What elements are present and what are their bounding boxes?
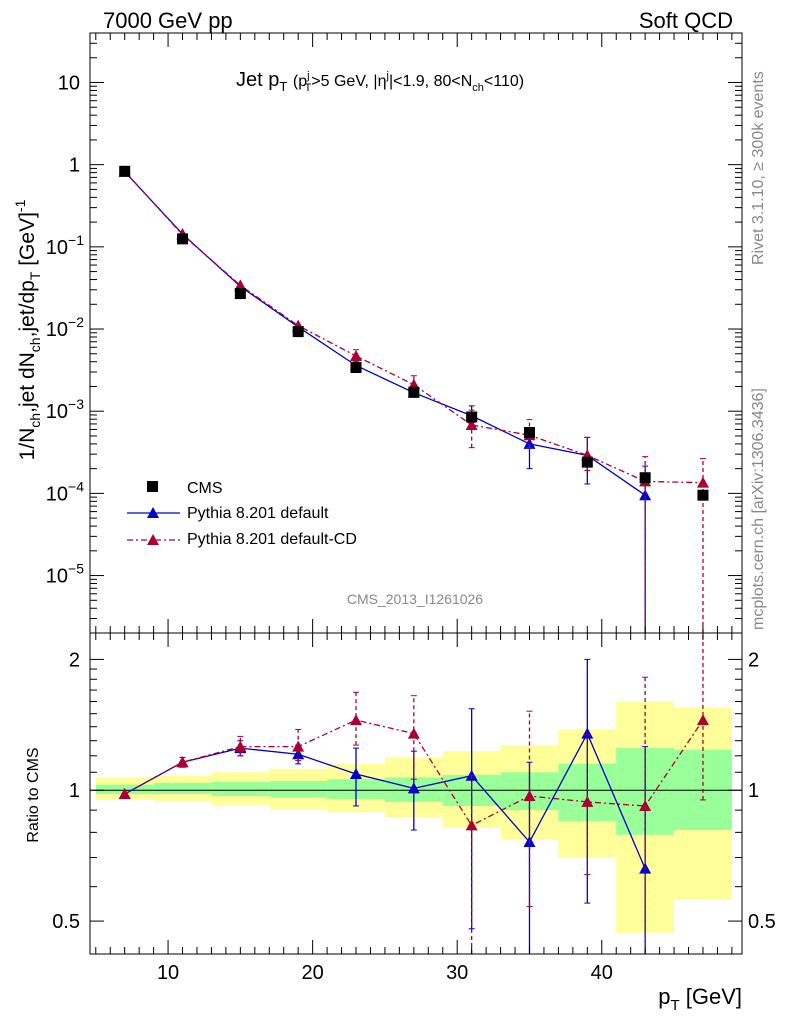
ratio-point-default [581,727,594,739]
x-tick-label: 10 [157,962,179,984]
main-point-cms [581,456,593,468]
main-point-cd [465,418,478,430]
legend-label-default: Pythia 8.201 default [187,505,329,522]
ratio-point-cd [581,795,594,807]
main-point-cd [350,349,363,361]
ratio-y-tick-label-right: 1 [748,780,759,802]
ratio-point-cd [350,714,363,726]
side-label-bottom: mcplots.cern.ch [arXiv:1306.3436] [750,388,767,630]
ratio-point-default [407,782,420,794]
title-cut-sup2: j [385,70,388,82]
legend-label-cms: CMS [187,480,223,497]
main-y-tick-label: 10−2 [46,314,84,341]
ratio-point-cd [234,740,247,752]
ratio-y-tick-label-right: 2 [748,649,759,671]
x-axis-label: pT [GeV] [658,984,742,1014]
main-point-cms [408,386,420,398]
ratio-point-cd [523,789,536,801]
main-line-cd [124,170,703,484]
ratio-frame [89,632,743,955]
ratio-x-ticks: 10 20 30 40 [95,633,733,984]
title-cut-sub3: ch [472,82,484,94]
ratio-point-default [350,767,363,779]
ratio-y-tick-label: 0.5 [52,911,80,933]
main-point-cms [177,233,189,245]
ratio-band-inner [153,782,212,795]
legend: CMS Pythia 8.201 default Pythia 8.201 de… [127,480,357,548]
main-point-default [639,489,652,501]
main-point-cms [523,427,535,439]
ratio-y-axis-label: Ratio to CMS [25,747,42,842]
title-cut-sup1: j [306,70,309,82]
ratio-y-tick-label: 1 [69,780,80,802]
main-point-cms [292,326,304,338]
main-y-tick-label: 10−3 [46,396,84,423]
ratio-point-cd [639,799,652,811]
main-y-ticks: 10 1 10−1 10−2 10−3 10−4 10−5 [46,32,742,634]
main-plot-content [118,165,709,633]
title-cut-4: <110) [484,73,524,90]
title-cuts: (p [293,73,307,90]
ratio-line-default [124,732,646,869]
legend-marker-cd [147,534,159,545]
ratio-band-inner [269,781,328,797]
title-main: Jet p [236,69,279,91]
watermark-label: CMS_2013_I1261026 [347,591,483,607]
main-point-cms [697,489,709,501]
main-point-cms [119,165,131,177]
main-y-tick-label: 10−1 [46,232,84,259]
title-cut-sub1: T [305,82,312,94]
ratio-y-tick-label: 2 [69,649,80,671]
plot-title: Jet pT (pj T>5 GeV, |ηj|<1.9, 80<Nch<110) [236,69,524,94]
ratio-point-cd [292,740,305,752]
main-point-cd [234,279,247,291]
main-line-default [124,171,646,496]
ratio-point-cd [176,756,189,768]
main-y-tick-label: 10−5 [46,561,84,588]
main-point-cd [696,476,709,488]
main-point-cms [234,288,246,300]
ratio-panel: 2 2 1 1 0.5 0.5 10 20 30 40 Ratio to CMS pT [GeV… [25,632,776,1014]
header-right-label: Soft QCD [639,8,733,33]
main-x-ticks [95,33,733,633]
main-point-default [523,437,536,449]
ratio-y-tick-label-right: 0.5 [748,911,776,933]
legend-marker-cms [147,481,158,492]
ratio-point-cd [696,714,709,726]
ratio-band-inner [211,781,270,796]
x-tick-label: 40 [591,962,613,984]
ratio-y-ticks: 2 2 1 1 0.5 0.5 [52,649,776,933]
main-point-cms [350,362,362,374]
x-tick-label: 30 [446,962,468,984]
main-y-tick-label: 1 [69,155,80,177]
title-cut-3: |<1.9, 80<N [389,73,472,90]
legend-label-cd: Pythia 8.201 default-CD [187,531,357,548]
ratio-point-cd [465,819,478,831]
ratio-point-cd [118,788,131,800]
title-main-sub: T [279,79,287,94]
header-left-label: 7000 GeV pp [103,8,233,33]
title-cut-2: >5 GeV, |η [311,73,386,90]
ratio-point-default [292,748,305,760]
side-label-top: Rivet 3.1.10, ≥ 300k events [750,71,767,265]
x-tick-label: 20 [302,962,324,984]
ratio-plot-content [118,632,709,955]
ratio-point-cd [407,727,420,739]
legend-marker-default [147,507,159,518]
main-point-cms [639,472,651,484]
main-y-tick-label: 10 [58,72,80,94]
main-point-cms [466,411,478,423]
main-y-axis-label: 1/Nch,jet dNch,jet/dpT [GeV]-1 [12,199,43,460]
main-y-tick-label: 10−4 [46,478,84,505]
